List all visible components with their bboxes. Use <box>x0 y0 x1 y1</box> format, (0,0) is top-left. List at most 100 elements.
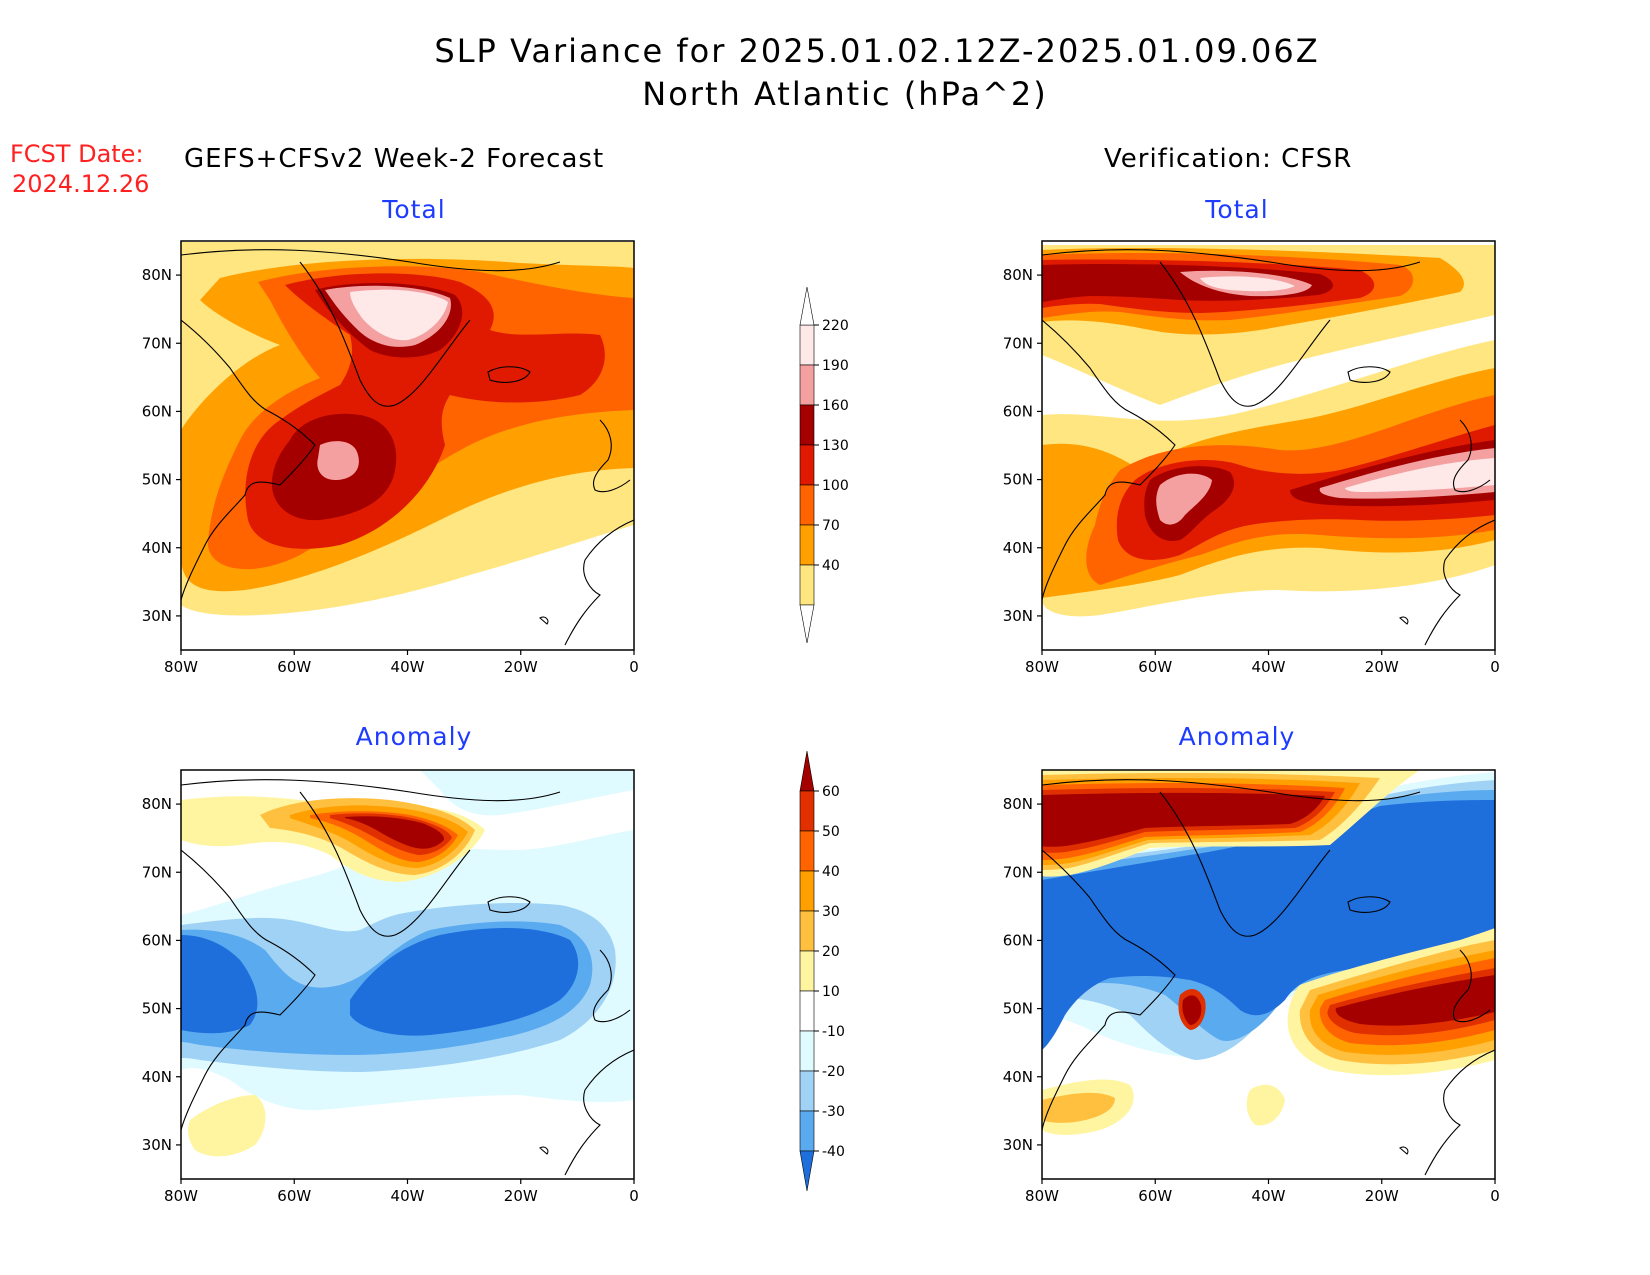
lat-tick-label: 80N <box>1003 266 1033 284</box>
panel-title-verif-total: Total <box>1204 195 1268 224</box>
colorbar-segment <box>799 1110 815 1152</box>
colorbar-tick-label: 30 <box>822 904 840 920</box>
colorbar-tick-label: 60 <box>822 784 840 800</box>
lat-tick-label: 30N <box>142 607 172 625</box>
map-forecast-anomaly <box>180 769 635 1180</box>
fcst-date-value: 2024.12.26 <box>12 170 149 198</box>
total-contour-190 <box>1156 270 1495 525</box>
coastlines <box>1042 779 1495 1176</box>
colorbar-segment <box>799 790 815 832</box>
coastlines <box>1042 249 1495 646</box>
anomaly-contour-60 <box>1042 792 1495 1026</box>
lat-tick-label: 60N <box>142 931 172 949</box>
lat-tick-label: 50N <box>1003 471 1033 489</box>
lon-tick-label: 60W <box>277 1187 311 1205</box>
lon-tick-label: 60W <box>1138 658 1172 676</box>
verification-column-title: Verification: CFSR <box>1104 144 1352 174</box>
total-contour-220 <box>1200 276 1495 492</box>
colorbar-tick-label: 220 <box>822 318 849 334</box>
panel-title-fcst-total: Total <box>381 195 445 224</box>
lon-tick-label: 80W <box>1025 658 1059 676</box>
lon-tick-label: 80W <box>1025 1187 1059 1205</box>
colorbar-tick-label: -30 <box>822 1104 845 1120</box>
lon-tick-label: 20W <box>504 658 538 676</box>
colorbar-segment <box>799 524 815 566</box>
colorbar-segment <box>799 444 815 486</box>
anomaly-contour-minus40 <box>1042 800 1495 1050</box>
lon-tick-label: 80W <box>164 658 198 676</box>
colorbar-segment <box>799 870 815 912</box>
colorbar-upper-extension <box>799 286 815 326</box>
colorbar-tick-label: 130 <box>822 438 849 454</box>
colorbar-segment <box>799 564 815 606</box>
lat-tick-label: 80N <box>142 266 172 284</box>
lon-tick-label: 0 <box>1490 658 1500 676</box>
lat-tick-label: 70N <box>1003 334 1033 352</box>
lon-tick-label: 60W <box>277 658 311 676</box>
colorbar-upper-extension <box>799 750 815 792</box>
lat-tick-label: 50N <box>142 1000 172 1018</box>
colorbar-segment <box>799 484 815 526</box>
lat-tick-label: 60N <box>142 402 172 420</box>
lat-tick-label: 50N <box>142 471 172 489</box>
colorbar-tick-label: 100 <box>822 478 849 494</box>
lon-tick-label: 40W <box>391 658 425 676</box>
lat-tick-label: 50N <box>1003 1000 1033 1018</box>
figure-subtitle: North Atlantic (hPa^2) <box>642 75 1047 113</box>
lat-tick-label: 70N <box>142 863 172 881</box>
lat-tick-label: 40N <box>1003 539 1033 557</box>
lat-tick-label: 30N <box>1003 1136 1033 1154</box>
colorbar-lower-extension <box>799 1150 815 1192</box>
colorbar-tick-label: 40 <box>822 864 840 880</box>
lon-tick-label: 40W <box>1252 1187 1286 1205</box>
lat-tick-label: 60N <box>1003 402 1033 420</box>
lon-tick-label: 80W <box>164 1187 198 1205</box>
lat-tick-label: 30N <box>142 1136 172 1154</box>
figure-title: SLP Variance for 2025.01.02.12Z-2025.01.… <box>434 32 1319 70</box>
map-axes: 80N 70N 60N 50N 40N 30N 80W 60W 40W 20W 0 80N 70N 60N… <box>142 266 1500 1205</box>
colorbar-tick-label: 50 <box>822 824 840 840</box>
map-verification-total <box>1041 240 1496 651</box>
colorbar-segment <box>799 830 815 872</box>
forecast-column-title: GEFS+CFSv2 Week-2 Forecast <box>184 144 604 174</box>
lat-tick-label: 30N <box>1003 607 1033 625</box>
colorbar-anomaly: 60 50 40 30 20 10 -10 -20 -30 -40 <box>799 750 845 1192</box>
lat-tick-label: 40N <box>142 539 172 557</box>
anomaly-contour-minus40 <box>181 928 579 1036</box>
lon-tick-label: 0 <box>1490 1187 1500 1205</box>
lat-tick-label: 40N <box>1003 1068 1033 1086</box>
anomaly-contour-60 <box>345 816 445 849</box>
colorbar-total: 220 190 160 130 100 70 40 <box>799 286 849 644</box>
coastlines <box>181 249 634 646</box>
lon-tick-label: 20W <box>1365 658 1399 676</box>
total-contour-220 <box>350 289 448 341</box>
colorbar-segment <box>799 404 815 446</box>
colorbar-tick-label: 10 <box>822 984 840 1000</box>
panel-title-fcst-anomaly: Anomaly <box>356 722 473 751</box>
colorbar-tick-label: 190 <box>822 358 849 374</box>
map-verification-anomaly <box>1041 769 1496 1180</box>
lat-tick-label: 60N <box>1003 931 1033 949</box>
panel-title-verif-anomaly: Anomaly <box>1179 722 1296 751</box>
lat-tick-label: 70N <box>142 334 172 352</box>
fcst-date-label: FCST Date: <box>10 140 144 168</box>
lon-tick-label: 40W <box>391 1187 425 1205</box>
colorbar-segment <box>799 324 815 366</box>
colorbar-segment <box>799 950 815 992</box>
colorbar-segment <box>799 1070 815 1112</box>
colorbar-tick-label: -10 <box>822 1024 845 1040</box>
colorbar-segment <box>799 364 815 406</box>
lon-tick-label: 20W <box>504 1187 538 1205</box>
colorbar-segment <box>799 1030 815 1072</box>
colorbar-tick-label: 40 <box>822 558 840 574</box>
lon-tick-label: 20W <box>1365 1187 1399 1205</box>
lat-tick-label: 70N <box>1003 863 1033 881</box>
colorbar-segment <box>799 990 815 1032</box>
map-forecast-total <box>180 240 635 651</box>
colorbar-lower-extension <box>799 604 815 644</box>
lat-tick-label: 80N <box>1003 795 1033 813</box>
lon-tick-label: 60W <box>1138 1187 1172 1205</box>
colorbar-tick-label: 70 <box>822 518 840 534</box>
colorbar-tick-label: -20 <box>822 1064 845 1080</box>
